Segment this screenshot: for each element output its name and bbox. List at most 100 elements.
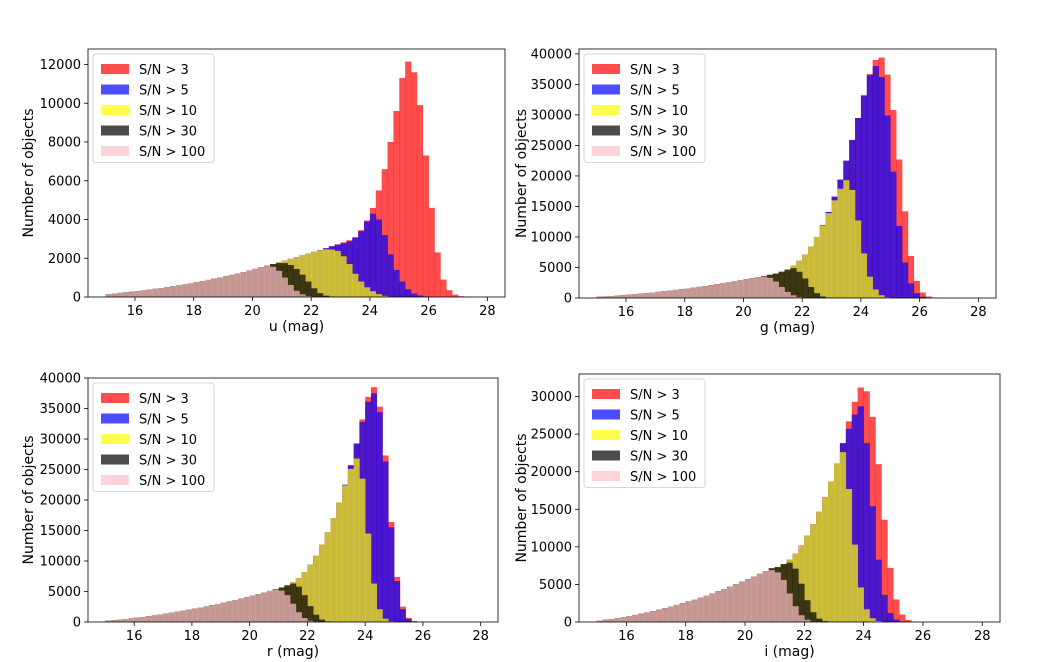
bar-i	[875, 559, 882, 622]
legend-label-r: S/N > 3	[139, 392, 189, 407]
x-tick-label-i: 22	[796, 629, 813, 644]
bar-g	[784, 269, 791, 298]
bar-r	[238, 598, 245, 622]
bar-u	[352, 237, 359, 297]
x-tick-label-u: 24	[362, 304, 379, 319]
bar-g	[819, 296, 826, 298]
bar-g	[649, 292, 656, 298]
bar-u	[387, 254, 394, 297]
bar-u	[405, 61, 412, 297]
bar-i	[881, 519, 888, 622]
legend-swatch-g	[592, 64, 620, 74]
x-axis-label-r: r (mag)	[267, 644, 319, 660]
bar-r	[284, 595, 291, 622]
panel-u: 16 18 20 22 24 26 28 0 2000 4000 6000 8000 10000 1200…	[21, 48, 506, 335]
bar-i	[786, 593, 793, 622]
x-tick-label-r: 28	[472, 629, 489, 644]
bar-u	[305, 296, 312, 297]
bar-g	[696, 286, 703, 298]
x-tick-label-i: 20	[737, 629, 754, 644]
x-axis-label-u: u (mag)	[269, 319, 324, 335]
bar-u	[411, 72, 418, 297]
legend-swatch-u	[101, 84, 129, 95]
y-tick-label-u: 10000	[40, 97, 81, 112]
bar-r	[168, 612, 175, 622]
legend-label-r: S/N > 100	[139, 474, 205, 489]
x-tick-label-g: 24	[853, 305, 870, 320]
bar-u	[364, 221, 371, 297]
bar-i	[822, 621, 829, 622]
x-tick-label-r: 20	[241, 629, 258, 644]
bar-u	[228, 274, 236, 297]
bar-u	[369, 213, 377, 297]
bar-u	[416, 105, 424, 297]
bar-r	[330, 518, 337, 622]
bar-r	[359, 478, 366, 622]
bar-r	[272, 589, 279, 622]
bar-i	[863, 443, 870, 622]
bar-g	[913, 280, 920, 298]
series-r-4	[105, 589, 320, 622]
x-tick-label-i: 28	[974, 629, 991, 644]
y-tick-label-u: 4000	[48, 213, 81, 228]
x-tick-label-u: 26	[420, 304, 437, 319]
bar-r	[186, 609, 193, 622]
bar-u	[387, 142, 394, 297]
y-tick-label-i: 30000	[531, 390, 572, 405]
bar-r	[388, 527, 395, 622]
legend-swatch-g	[592, 84, 620, 95]
bar-u	[205, 279, 212, 297]
y-tick-label-g: 40000	[531, 47, 572, 62]
bar-r	[290, 583, 297, 622]
y-tick-label-i: 0	[564, 616, 572, 631]
bar-i	[750, 576, 758, 622]
x-tick-label-g: 26	[911, 305, 928, 320]
bar-u	[452, 294, 459, 297]
bar-u	[311, 251, 318, 297]
bar-i	[727, 586, 734, 622]
bar-r	[376, 412, 383, 622]
y-tick-label-i: 20000	[531, 465, 572, 480]
bar-u	[293, 268, 300, 297]
legend-swatch-r	[101, 393, 129, 403]
bar-i	[851, 544, 858, 622]
bar-g	[907, 283, 915, 298]
x-tick-label-g: 16	[618, 305, 635, 320]
legend-swatch-i	[592, 409, 620, 420]
bar-g	[855, 220, 862, 298]
y-tick-label-i: 10000	[531, 540, 572, 555]
bar-g	[643, 293, 650, 298]
bar-r	[151, 615, 158, 622]
bar-g	[737, 280, 744, 298]
bar-g	[896, 225, 903, 298]
y-tick-label-g: 25000	[531, 139, 572, 154]
y-tick-label-u: 6000	[48, 174, 81, 189]
bar-g	[655, 291, 662, 298]
bar-i	[810, 612, 817, 622]
y-tick-label-r: 10000	[40, 555, 81, 570]
bar-u	[170, 286, 177, 297]
y-axis-label-r: Number of objects	[21, 435, 37, 564]
legend-swatch-u	[101, 125, 129, 136]
bar-i	[697, 597, 704, 622]
bar-u	[322, 249, 330, 297]
legend-label-r: S/N > 10	[139, 433, 197, 448]
x-tick-label-r: 16	[126, 629, 143, 644]
legend-label-u: S/N > 100	[139, 145, 205, 160]
bar-g	[866, 75, 873, 298]
bar-i	[833, 463, 841, 622]
bar-r	[145, 616, 152, 622]
y-axis-label-u: Number of objects	[21, 108, 37, 237]
bar-u	[317, 293, 324, 297]
bar-r	[313, 614, 320, 622]
legend-label-r: S/N > 30	[139, 454, 197, 469]
y-tick-label-r: 5000	[48, 585, 81, 600]
y-tick-label-u: 8000	[48, 136, 81, 151]
bar-g	[778, 271, 785, 298]
bar-r	[399, 609, 406, 622]
bar-i	[875, 464, 882, 622]
panel-i: 16 18 20 22 24 26 28 0 5000 10000 15000 20000 25000 3…	[514, 373, 1001, 660]
bar-g	[813, 293, 821, 298]
bar-i	[739, 581, 746, 622]
